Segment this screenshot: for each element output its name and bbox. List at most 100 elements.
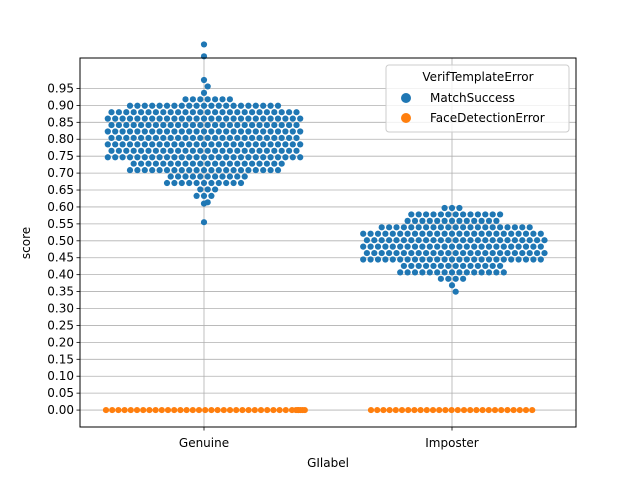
genuine-facedetectionerror-point bbox=[140, 406, 147, 414]
genuine-matchsuccess-point bbox=[230, 179, 237, 187]
imposter-matchsuccess-point bbox=[434, 256, 441, 263]
genuine-matchsuccess-point bbox=[200, 179, 208, 187]
genuine-matchsuccess-point bbox=[163, 154, 171, 161]
genuine-facedetectionerror-point bbox=[158, 406, 165, 414]
genuine-matchsuccess-point bbox=[171, 167, 178, 174]
imposter-matchsuccess-point bbox=[467, 211, 474, 218]
genuine-matchsuccess-point bbox=[282, 154, 289, 161]
imposter-matchsuccess-point bbox=[448, 243, 456, 250]
genuine-matchsuccess-point bbox=[104, 154, 111, 161]
genuine-matchsuccess-point bbox=[212, 96, 219, 103]
genuine-matchsuccess-point bbox=[167, 147, 174, 154]
genuine-matchsuccess-point bbox=[130, 121, 137, 129]
genuine-matchsuccess-point bbox=[256, 109, 263, 116]
genuine-matchsuccess-point bbox=[193, 115, 200, 122]
imposter-matchsuccess-point bbox=[441, 230, 448, 237]
genuine-facedetectionerror-point bbox=[226, 406, 234, 414]
genuine-matchsuccess-point bbox=[267, 141, 274, 148]
genuine-matchsuccess-point bbox=[171, 102, 178, 109]
genuine-matchsuccess-point bbox=[152, 134, 159, 142]
imposter-matchsuccess-point bbox=[378, 224, 385, 231]
genuine-matchsuccess-point bbox=[163, 141, 171, 148]
genuine-matchsuccess-point bbox=[156, 154, 163, 161]
genuine-matchsuccess-point bbox=[108, 147, 115, 154]
imposter-matchsuccess-point bbox=[460, 275, 467, 282]
genuine-matchsuccess-point bbox=[200, 115, 208, 122]
genuine-matchsuccess-point bbox=[256, 134, 263, 142]
genuine-matchsuccess-point bbox=[175, 109, 182, 116]
genuine-matchsuccess-point bbox=[260, 102, 267, 109]
genuine-matchsuccess-point bbox=[212, 173, 219, 180]
imposter-facedetectionerror-point bbox=[460, 406, 468, 414]
imposter-matchsuccess-point bbox=[482, 237, 489, 244]
genuine-matchsuccess-point bbox=[293, 134, 300, 142]
genuine-matchsuccess-point bbox=[215, 141, 222, 148]
imposter-matchsuccess-point bbox=[415, 237, 422, 244]
imposter-matchsuccess-point bbox=[497, 224, 504, 231]
imposter-matchsuccess-point bbox=[482, 262, 489, 270]
imposter-matchsuccess-point bbox=[467, 224, 474, 231]
imposter-matchsuccess-point bbox=[511, 224, 518, 231]
imposter-matchsuccess-point bbox=[378, 249, 385, 257]
imposter-matchsuccess-point bbox=[434, 243, 441, 250]
genuine-matchsuccess-point bbox=[138, 147, 145, 154]
imposter-matchsuccess-point bbox=[397, 230, 404, 237]
genuine-matchsuccess-point bbox=[256, 121, 263, 129]
imposter-matchsuccess-point bbox=[537, 230, 544, 237]
genuine-matchsuccess-point bbox=[193, 179, 200, 187]
genuine-matchsuccess-point bbox=[223, 115, 230, 122]
imposter-matchsuccess-point bbox=[526, 224, 533, 231]
genuine-matchsuccess-point bbox=[234, 134, 241, 142]
genuine-matchsuccess-point bbox=[189, 147, 196, 154]
genuine-matchsuccess-point bbox=[223, 179, 230, 187]
genuine-matchsuccess-point bbox=[204, 147, 211, 154]
imposter-matchsuccess-point bbox=[411, 230, 419, 237]
genuine-facedetectionerror-point bbox=[276, 406, 283, 414]
imposter-matchsuccess-point bbox=[386, 249, 393, 257]
genuine-matchsuccess-point bbox=[115, 134, 122, 142]
genuine-matchsuccess-point bbox=[123, 134, 130, 142]
imposter-matchsuccess-point bbox=[441, 243, 448, 250]
genuine-matchsuccess-point bbox=[297, 141, 304, 148]
genuine-matchsuccess-point bbox=[112, 154, 119, 161]
imposter-matchsuccess-point bbox=[519, 237, 526, 244]
genuine-matchsuccess-point bbox=[178, 128, 185, 135]
genuine-matchsuccess-point bbox=[278, 134, 285, 142]
imposter-matchsuccess-point bbox=[541, 249, 548, 257]
genuine-matchsuccess-point bbox=[112, 128, 119, 135]
imposter-matchsuccess-point bbox=[537, 256, 544, 263]
imposter-facedetectionerror-point bbox=[467, 406, 474, 414]
genuine-facedetectionerror-point bbox=[220, 406, 227, 414]
imposter-matchsuccess-point bbox=[474, 224, 481, 231]
genuine-matchsuccess-point bbox=[178, 115, 185, 122]
imposter-matchsuccess-point bbox=[456, 256, 463, 263]
imposter-matchsuccess-point bbox=[434, 217, 441, 224]
imposter-matchsuccess-point bbox=[434, 230, 441, 237]
genuine-matchsuccess-point bbox=[282, 115, 289, 122]
genuine-matchsuccess-point bbox=[237, 167, 245, 174]
imposter-matchsuccess-point bbox=[415, 262, 422, 270]
genuine-matchsuccess-point bbox=[223, 167, 230, 174]
genuine-matchsuccess-point bbox=[156, 102, 163, 109]
imposter-matchsuccess-point bbox=[519, 249, 526, 257]
imposter-matchsuccess-point bbox=[456, 230, 463, 237]
imposter-matchsuccess-point bbox=[463, 243, 470, 250]
imposter-facedetectionerror-point bbox=[429, 406, 437, 414]
genuine-matchsuccess-point bbox=[167, 173, 174, 180]
genuine-matchsuccess-point bbox=[200, 141, 208, 148]
genuine-matchsuccess-point bbox=[271, 109, 278, 116]
imposter-matchsuccess-point bbox=[374, 243, 382, 250]
imposter-matchsuccess-point bbox=[534, 249, 541, 257]
imposter-facedetectionerror-point bbox=[417, 406, 424, 414]
imposter-matchsuccess-point bbox=[504, 224, 511, 231]
genuine-matchsuccess-point bbox=[226, 160, 233, 167]
imposter-facedetectionerror-point bbox=[392, 406, 399, 414]
imposter-matchsuccess-point bbox=[519, 224, 526, 231]
genuine-matchsuccess-point bbox=[263, 147, 270, 154]
genuine-matchsuccess-point bbox=[271, 134, 278, 142]
genuine-matchsuccess-point bbox=[204, 186, 211, 193]
genuine-matchsuccess-point bbox=[215, 179, 222, 187]
imposter-matchsuccess-point bbox=[530, 243, 537, 250]
imposter-matchsuccess-point bbox=[500, 230, 507, 237]
